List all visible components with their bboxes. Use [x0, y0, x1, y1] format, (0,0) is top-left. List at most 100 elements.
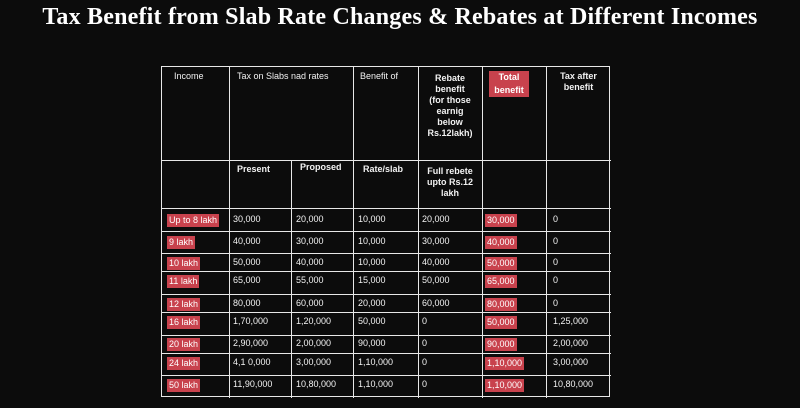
- present-cell: 2,90,000: [233, 338, 269, 348]
- income-cell: 50 lakh: [167, 379, 201, 392]
- header-proposed: Proposed: [300, 162, 342, 172]
- income-cell: 9 lakh: [167, 236, 196, 249]
- rate-slab-cell: 90,000: [358, 338, 386, 348]
- present-cell: 40,000: [233, 236, 261, 246]
- row-divider: [162, 208, 611, 209]
- proposed-cell: 10,80,000: [296, 379, 337, 389]
- total-benefit-cell: 80,000: [485, 298, 517, 311]
- total-benefit-cell: 65,000: [485, 275, 517, 288]
- proposed-cell: 20,000: [296, 214, 324, 224]
- col-divider: [353, 67, 354, 398]
- rebate-cell: 0: [422, 379, 428, 389]
- row-divider: [162, 335, 611, 336]
- rebate-cell: 0: [422, 338, 428, 348]
- rebate-cell: 0: [422, 316, 428, 326]
- rate-slab-cell: 50,000: [358, 316, 386, 326]
- header-total-line: Total: [489, 71, 529, 84]
- rate-slab-cell: 1,10,000: [358, 379, 394, 389]
- header-after-line: Tax after: [560, 71, 597, 81]
- header-full-rebate-line: upto Rs.12: [426, 177, 473, 187]
- income-cell: 10 lakh: [167, 257, 201, 270]
- income-cell: 24 lakh: [167, 357, 201, 370]
- rate-slab-cell: 1,10,000: [358, 357, 394, 367]
- header-tax-after-benefit: Tax after benefit: [546, 71, 611, 93]
- header-total-benefit: Total benefit: [489, 71, 529, 97]
- header-rebate-line: earnig: [436, 106, 464, 116]
- header-tax-on-slabs: Tax on Slabs nad rates: [237, 71, 329, 81]
- row-divider: [162, 271, 611, 272]
- col-divider: [291, 160, 292, 398]
- col-divider: [546, 67, 547, 398]
- rate-slab-cell: 20,000: [358, 298, 386, 308]
- income-cell: 20 lakh: [167, 338, 201, 351]
- rebate-cell: 0: [422, 357, 428, 367]
- present-cell: 30,000: [233, 214, 261, 224]
- total-benefit-cell: 30,000: [485, 214, 517, 227]
- present-cell: 50,000: [233, 257, 261, 267]
- tax-benefit-table: Income Tax on Slabs nad rates Benefit of…: [161, 66, 611, 398]
- total-benefit-cell: 1,10,000: [485, 379, 525, 392]
- rebate-cell: 40,000: [422, 257, 450, 267]
- proposed-cell: 2,00,000: [296, 338, 332, 348]
- tax-after-cell: 0: [553, 236, 559, 246]
- tax-after-cell: 2,00,000: [553, 338, 589, 348]
- header-rebate-line: below: [437, 117, 463, 127]
- row-divider: [162, 294, 611, 295]
- income-cell: Up to 8 lakh: [167, 214, 220, 227]
- row-divider: [162, 253, 611, 254]
- rebate-cell: 60,000: [422, 298, 450, 308]
- proposed-cell: 55,000: [296, 275, 324, 285]
- row-divider: [162, 312, 611, 313]
- rebate-cell: 50,000: [422, 275, 450, 285]
- rate-slab-cell: 10,000: [358, 214, 386, 224]
- income-cell: 12 lakh: [167, 298, 201, 311]
- income-cell: 11 lakh: [167, 275, 200, 288]
- tax-after-cell: 10,80,000: [553, 379, 594, 389]
- proposed-cell: 3,00,000: [296, 357, 332, 367]
- tax-after-cell: 3,00,000: [553, 357, 589, 367]
- rebate-cell: 30,000: [422, 236, 450, 246]
- total-benefit-cell: 40,000: [485, 236, 517, 249]
- income-cell: 16 lakh: [167, 316, 201, 329]
- total-benefit-cell: 1,10,000: [485, 357, 525, 370]
- row-divider: [162, 160, 611, 161]
- rate-slab-cell: 10,000: [358, 257, 386, 267]
- header-total-line: benefit: [489, 84, 529, 97]
- proposed-cell: 1,20,000: [296, 316, 332, 326]
- total-benefit-cell: 50,000: [485, 257, 517, 270]
- col-divider: [418, 67, 419, 398]
- present-cell: 4,1 0,000: [233, 357, 271, 367]
- proposed-cell: 40,000: [296, 257, 324, 267]
- rate-slab-cell: 10,000: [358, 236, 386, 246]
- row-divider: [162, 353, 611, 354]
- page-title: Tax Benefit from Slab Rate Changes & Reb…: [42, 4, 758, 30]
- total-benefit-cell: 90,000: [485, 338, 517, 351]
- rate-slab-cell: 15,000: [358, 275, 386, 285]
- header-rebate-line: Rs.12lakh): [427, 128, 473, 138]
- col-divider: [482, 67, 483, 398]
- header-after-line: benefit: [563, 82, 594, 92]
- header-benefit-of: Benefit of: [360, 71, 399, 81]
- header-rebate-benefit: Rebate benefit (for those earnig below R…: [418, 73, 482, 139]
- header-rate-slab: Rate/slab: [363, 164, 404, 174]
- present-cell: 11,90,000: [233, 379, 273, 389]
- rebate-cell: 20,000: [422, 214, 450, 224]
- header-income: Income: [174, 71, 204, 81]
- tax-after-cell: 0: [553, 214, 559, 224]
- header-full-rebate-line: lakh: [440, 188, 459, 198]
- header-full-rebate-line: Full rebete: [427, 166, 473, 176]
- header-full-rebate: Full rebete upto Rs.12 lakh: [418, 166, 482, 199]
- tax-after-cell: 0: [553, 275, 559, 285]
- row-divider: [162, 231, 611, 232]
- header-present: Present: [237, 164, 271, 174]
- row-divider: [162, 375, 611, 376]
- present-cell: 65,000: [233, 275, 261, 285]
- present-cell: 80,000: [233, 298, 261, 308]
- header-rebate-line: Rebate: [434, 73, 465, 83]
- tax-after-cell: 1,25,000: [553, 316, 589, 326]
- header-rebate-line: (for those: [429, 95, 471, 105]
- tax-after-cell: 0: [553, 257, 559, 267]
- total-benefit-cell: 50,000: [485, 316, 517, 329]
- present-cell: 1,70,000: [233, 316, 269, 326]
- col-divider: [229, 67, 230, 398]
